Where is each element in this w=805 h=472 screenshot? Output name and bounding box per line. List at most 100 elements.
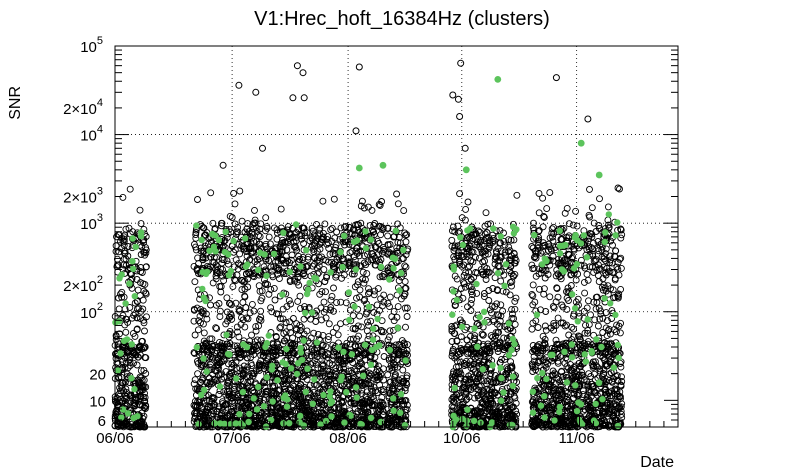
cluster-point xyxy=(402,323,409,331)
cluster-point xyxy=(618,378,626,385)
cluster-point xyxy=(316,245,324,253)
cluster-point xyxy=(617,234,625,242)
cluster-point xyxy=(207,352,215,360)
cluster-point xyxy=(473,370,481,378)
cluster-point xyxy=(368,206,376,214)
cluster-point xyxy=(118,245,126,252)
cluster-point xyxy=(289,315,297,322)
cluster-point xyxy=(119,193,127,201)
cluster-point xyxy=(403,374,411,382)
cluster-point xyxy=(453,405,461,413)
cluster-point xyxy=(617,226,625,234)
cluster-point xyxy=(308,224,316,232)
cluster-point xyxy=(130,398,138,406)
cluster-point xyxy=(384,232,392,240)
cluster-point xyxy=(493,286,501,294)
cluster-point xyxy=(512,257,520,264)
cluster-point xyxy=(244,379,252,387)
cluster-point xyxy=(588,233,596,241)
cluster-point xyxy=(338,398,346,406)
cluster-point xyxy=(477,375,485,383)
cluster-point xyxy=(495,262,503,270)
cluster-point xyxy=(309,368,317,376)
cluster-point xyxy=(248,300,256,308)
cluster-point xyxy=(285,296,293,304)
cluster-point xyxy=(588,204,596,212)
cluster-point xyxy=(224,380,232,388)
cluster-point xyxy=(309,359,317,367)
cluster-point xyxy=(555,376,563,384)
cluster-point xyxy=(120,293,128,301)
cluster-point xyxy=(367,371,375,379)
cluster-point xyxy=(122,328,130,336)
cluster-point xyxy=(529,348,537,356)
cluster-point xyxy=(247,378,255,386)
cluster-point xyxy=(394,363,402,371)
cluster-point xyxy=(300,315,308,323)
cluster-point xyxy=(497,312,505,320)
cluster-point xyxy=(306,410,313,418)
cluster-point xyxy=(479,258,487,266)
cluster-point xyxy=(614,294,622,302)
cluster-point xyxy=(457,333,465,341)
cluster-point xyxy=(310,407,318,415)
cluster-point xyxy=(313,220,320,228)
cluster-point xyxy=(487,332,495,340)
cluster-point xyxy=(375,368,383,376)
cluster-point xyxy=(141,343,149,351)
cluster-point xyxy=(216,371,224,379)
cluster-point xyxy=(246,309,254,317)
cluster-point xyxy=(272,258,279,266)
cluster-point xyxy=(139,305,147,313)
cluster-point xyxy=(137,279,144,287)
cluster-point xyxy=(374,413,382,421)
cluster-point xyxy=(403,304,411,312)
cluster-point xyxy=(617,363,625,371)
cluster-point xyxy=(212,275,220,283)
cluster-point xyxy=(130,349,138,357)
cluster-point xyxy=(353,244,361,252)
cluster-point xyxy=(142,244,150,252)
cluster-point xyxy=(203,396,211,404)
cluster-point xyxy=(282,409,290,417)
cluster-point xyxy=(568,270,575,278)
cluster-point xyxy=(592,362,600,370)
cluster-point xyxy=(299,256,306,264)
cluster-point xyxy=(223,294,231,302)
cluster-point xyxy=(142,289,150,297)
cluster-point xyxy=(368,250,375,258)
cluster-point xyxy=(229,283,237,291)
cluster-point xyxy=(354,322,362,330)
cluster-point xyxy=(116,392,123,400)
cluster-point xyxy=(193,409,201,417)
cluster-point xyxy=(508,362,516,370)
cluster-point xyxy=(543,397,551,405)
cluster-point xyxy=(602,257,610,265)
cluster-point xyxy=(500,334,508,342)
cluster-point xyxy=(311,357,319,365)
cluster-point xyxy=(220,277,228,285)
cluster-point xyxy=(118,379,126,387)
cluster-point xyxy=(136,206,144,214)
cluster-point xyxy=(587,311,594,319)
cluster-point xyxy=(220,373,228,381)
cluster-point xyxy=(490,317,498,325)
cluster-point xyxy=(125,356,133,364)
cluster-point xyxy=(327,226,335,234)
cluster-point xyxy=(602,388,609,396)
cluster-point xyxy=(132,422,139,430)
cluster-point xyxy=(322,305,330,313)
cluster-point xyxy=(328,224,336,232)
cluster-point xyxy=(603,317,611,325)
cluster-point xyxy=(478,389,486,397)
cluster-point xyxy=(320,381,327,389)
cluster-point xyxy=(214,263,222,271)
cluster-point xyxy=(251,338,259,346)
cluster-point xyxy=(228,214,236,221)
cluster-point xyxy=(400,207,408,215)
cluster-point xyxy=(480,293,488,301)
cluster-point xyxy=(265,257,273,264)
cluster-point xyxy=(325,378,333,386)
cluster-point xyxy=(385,354,393,362)
cluster-point xyxy=(310,231,318,239)
